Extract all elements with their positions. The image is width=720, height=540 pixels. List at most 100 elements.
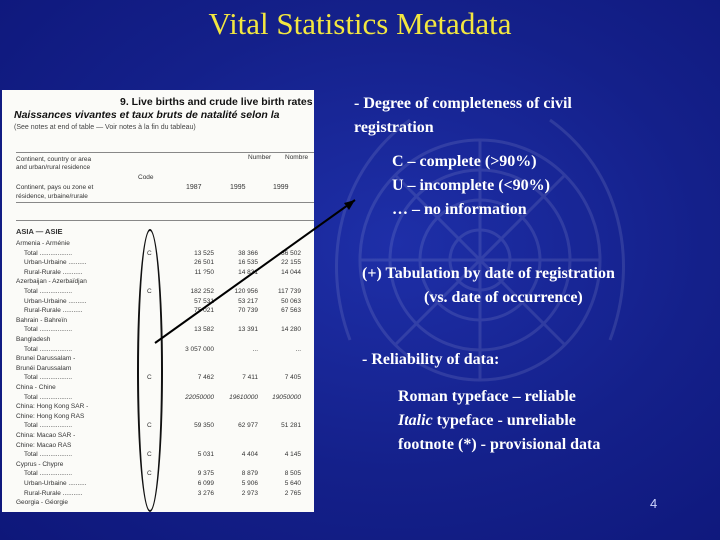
table-cell: 2 973 <box>241 489 258 497</box>
region-label: ASIA — ASIE <box>16 227 63 236</box>
table-row-label: Total .................. <box>24 326 73 334</box>
table-row-label: Bahrain - Bahreïn <box>16 316 67 324</box>
italic-word: Italic <box>398 412 433 429</box>
table-cell: 8 505 <box>284 470 301 478</box>
table-cell: 182 252 <box>190 288 215 295</box>
table-cell: 59 350 <box>194 422 214 430</box>
table-cell: 13 582 <box>194 326 214 334</box>
table-row-label: China: Hong Kong SAR - <box>16 403 89 411</box>
table-row-label: Total .................. <box>24 470 73 478</box>
table-cell: 26 501 <box>194 259 214 267</box>
year-header: 1999 <box>273 184 289 191</box>
table-cell: 14 044 <box>281 268 301 276</box>
table-row-label: Total .................. <box>24 451 73 459</box>
table-cell: 2 765 <box>284 489 301 497</box>
completeness-heading-cont: registration <box>354 119 434 136</box>
code-incomplete: U – incomplete (<90%) <box>392 177 550 194</box>
table-cell: 117 739 <box>277 288 301 295</box>
table-cell: 7 462 <box>197 374 214 382</box>
table-cell: 11 ?50 <box>194 268 214 276</box>
table-cell: 53 217 <box>238 297 258 305</box>
column-header-nombre: Nombre <box>285 154 309 161</box>
table-row-label: Urban-Urbaine .......... <box>24 297 87 305</box>
yearbook-table-excerpt: 9. Live births and crude live birth rate… <box>2 90 314 512</box>
table-subheading: (See notes at end of table — Voir notes … <box>14 124 196 131</box>
table-row-label: Rural-Rurale ........... <box>24 489 83 497</box>
table-cell: 13 391 <box>238 326 258 334</box>
table-cell: 57 531 <box>194 297 214 305</box>
table-cell: 75 021 <box>194 307 214 315</box>
table-rule <box>16 220 314 221</box>
table-row-label: Cyprus - Chypre <box>16 460 64 468</box>
table-cell: 8 879 <box>241 470 258 478</box>
completeness-heading: - Degree of completeness of civil <box>354 95 572 112</box>
table-heading-en: 9. Live births and crude live birth rate… <box>120 96 313 108</box>
table-cell: 4 145 <box>284 451 301 459</box>
table-cell: 22 155 <box>281 259 301 267</box>
code-column-highlight-ellipse <box>137 229 163 512</box>
table-cell: 70 739 <box>238 307 258 315</box>
table-cell: 3 276 <box>197 489 214 497</box>
table-row-label: Chine: Hong Kong RAS <box>16 412 85 420</box>
table-cell: 16 535 <box>238 259 258 267</box>
table-cell: 3 057 000 <box>185 345 214 353</box>
column-header-code: Code <box>138 174 154 181</box>
italic-note-rest: typeface - unreliable <box>432 412 576 429</box>
table-rule <box>16 152 314 153</box>
code-no-information: … – no information <box>392 201 527 218</box>
code-complete: C – complete (>90%) <box>392 153 537 170</box>
column-header-en-1: Continent, country or area <box>16 156 92 163</box>
table-cell: 22050000 <box>185 393 214 401</box>
table-row-label: Urban-Urbaine .......... <box>24 259 87 267</box>
column-header-number: Number <box>248 154 272 161</box>
table-heading-fr: Naissances vivantes et taux bruts de nat… <box>14 109 280 121</box>
table-row-label: Total .................. <box>24 345 73 353</box>
table-cell: 13 525 <box>194 249 214 257</box>
table-row-label: Total .................. <box>24 374 73 382</box>
table-cell: 7 411 <box>242 374 258 382</box>
table-row-label: Armenia - Arménie <box>16 240 70 247</box>
table-row-label: Brunéi Darussalam <box>16 364 72 372</box>
un-emblem-watermark <box>335 118 625 382</box>
year-header: 1987 <box>186 184 202 191</box>
table-cell: 5 640 <box>284 480 301 487</box>
slide-title: Vital Statistics Metadata <box>208 6 512 41</box>
tabulation-line: (+) Tabulation by date of registration <box>362 265 615 282</box>
table-row-label: China: Macao SAR - <box>16 432 76 439</box>
table-cell: ... <box>252 345 258 353</box>
table-row-label: Total .................. <box>24 288 73 295</box>
table-cell: 120 956 <box>234 288 259 295</box>
table-row-label: Rural-Rurale ........... <box>24 268 83 276</box>
table-cell: 7 405 <box>284 374 301 382</box>
table-cell: 62 977 <box>238 422 258 430</box>
table-cell: 67 563 <box>281 307 301 315</box>
table-cell: 5 031 <box>197 451 214 459</box>
table-cell: 38 366 <box>238 249 258 257</box>
table-cell: 14 831 <box>238 268 258 276</box>
table-row-label: China - Chine <box>16 384 56 391</box>
table-row-label: Azerbaijan - Azerbaïdjan <box>16 278 87 286</box>
reliability-heading: - Reliability of data: <box>362 351 500 368</box>
table-row-label: Bangladesh <box>16 336 51 343</box>
page-number: 4 <box>650 496 658 511</box>
table-row-label: Urban-Urbaine .......... <box>24 480 87 487</box>
table-cell: 50 063 <box>281 297 301 305</box>
table-row-label: Total .................. <box>24 249 73 257</box>
table-row-label: Rural-Rurale ........... <box>24 307 83 315</box>
table-cell: 19610000 <box>229 393 258 401</box>
table-cell: ... <box>295 345 301 353</box>
table-cell: 9 375 <box>197 470 214 478</box>
table-row-label: Total .................. <box>24 393 73 401</box>
roman-typeface-note: Roman typeface – reliable <box>398 388 576 405</box>
table-row-label: Brunei Darussalam - <box>16 355 76 363</box>
footnote-note: footnote (*) - provisional data <box>398 436 601 453</box>
table-cell: 51 281 <box>281 422 301 430</box>
table-cell: 14 280 <box>281 326 301 334</box>
column-header-en-2: and urban/rural residence <box>16 164 91 171</box>
year-header: 1995 <box>230 184 246 191</box>
table-cell: 4 404 <box>241 451 258 459</box>
table-row-label: Total .................. <box>24 422 73 430</box>
column-header-fr-1: Continent, pays ou zone et <box>16 184 94 191</box>
tabulation-note: (vs. date of occurrence) <box>424 289 583 306</box>
